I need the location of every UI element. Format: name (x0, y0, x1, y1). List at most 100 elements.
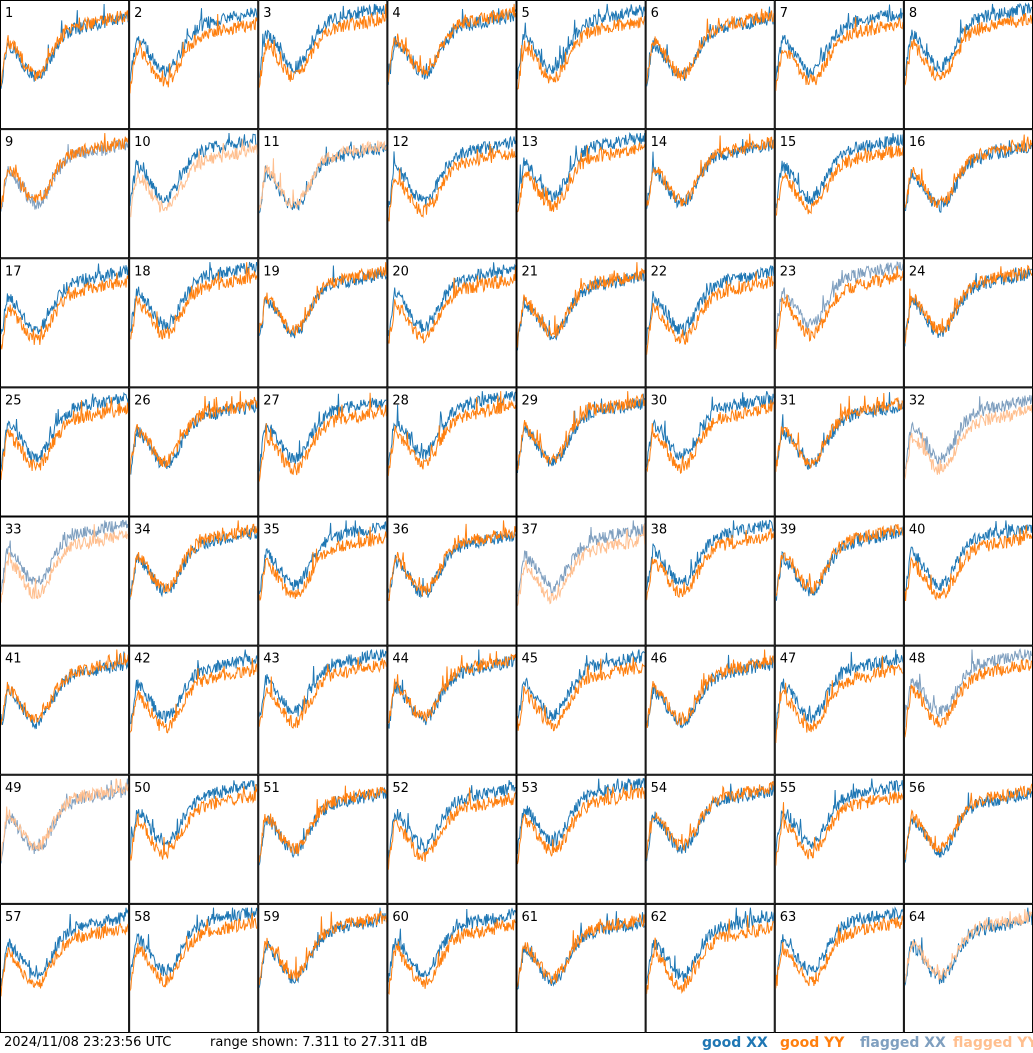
panel-14: 14 (645, 129, 775, 259)
series-yy-24 (904, 264, 1032, 344)
series-xx-32 (904, 394, 1032, 470)
series-yy-17 (1, 272, 129, 350)
series-xx-45 (517, 649, 645, 722)
panel-frame (258, 516, 388, 646)
panel-1: 1 (0, 0, 130, 130)
series-xx-33 (1, 519, 129, 593)
series-yy-46 (646, 649, 774, 728)
series-yy-16 (904, 134, 1032, 209)
panel-53: 53 (516, 774, 646, 904)
panel-frame (0, 258, 130, 388)
panel-5: 5 (516, 0, 646, 130)
series-yy-37 (517, 524, 645, 606)
series-yy-35 (259, 526, 387, 601)
panel-label: 23 (780, 264, 797, 279)
panel-41: 41 (0, 645, 130, 775)
series-xx-41 (1, 651, 129, 730)
series-yy-56 (904, 783, 1032, 861)
series-yy-10 (130, 139, 258, 218)
panel-label: 50 (134, 781, 151, 796)
panel-label: 17 (5, 264, 22, 279)
panel-34: 34 (129, 516, 259, 646)
range-label: range shown: 7.311 to 27.311 dB (210, 1035, 428, 1050)
panel-56: 56 (903, 774, 1033, 904)
panel-label: 49 (5, 781, 22, 796)
panel-29: 29 (516, 387, 646, 517)
panel-27: 27 (258, 387, 388, 517)
panel-label: 58 (134, 910, 151, 925)
series-yy-26 (130, 391, 258, 475)
panel-label: 54 (651, 781, 668, 796)
series-yy-21 (517, 262, 645, 348)
series-yy-52 (388, 787, 516, 870)
panel-8: 8 (903, 0, 1033, 130)
panel-frame (258, 0, 388, 130)
panel-40: 40 (903, 516, 1033, 646)
panel-frame (129, 774, 259, 904)
panel-35: 35 (258, 516, 388, 646)
series-yy-13 (517, 142, 645, 213)
panel-label: 20 (392, 264, 409, 279)
panel-26: 26 (129, 387, 259, 517)
series-xx-7 (775, 4, 903, 81)
panel-label: 30 (651, 393, 668, 408)
panel-label: 18 (134, 264, 151, 279)
panel-18: 18 (129, 258, 259, 388)
panel-47: 47 (774, 645, 904, 775)
panel-frame (258, 387, 388, 517)
panel-59: 59 (258, 903, 388, 1033)
panel-label: 15 (780, 135, 797, 150)
panel-23: 23 (774, 258, 904, 388)
legend-flagged-yy: flagged YY (953, 1035, 1033, 1051)
panel-label: 5 (522, 6, 530, 21)
panel-frame (0, 903, 130, 1033)
series-xx-20 (388, 262, 516, 337)
panel-43: 43 (258, 645, 388, 775)
footer: 2024/11/08 23:23:56 UTC range shown: 7.3… (0, 1033, 1033, 1053)
legend-good-xx: good XX (702, 1035, 768, 1051)
series-xx-27 (259, 393, 387, 472)
series-yy-18 (130, 262, 258, 340)
panel-label: 16 (909, 135, 926, 150)
series-xx-25 (1, 391, 129, 470)
panel-label: 35 (263, 523, 280, 538)
panel-label: 13 (522, 135, 539, 150)
panel-frame (516, 645, 646, 775)
panel-label: 56 (909, 781, 926, 796)
panel-55: 55 (774, 774, 904, 904)
panel-12: 12 (387, 129, 517, 259)
series-yy-53 (517, 784, 645, 865)
panel-label: 55 (780, 781, 797, 796)
panel-label: 43 (263, 652, 280, 667)
series-yy-50 (130, 784, 258, 861)
series-yy-48 (904, 659, 1032, 738)
series-yy-58 (130, 912, 258, 991)
series-xx-19 (259, 265, 387, 339)
panel-label: 24 (909, 264, 926, 279)
panel-label: 2 (134, 6, 142, 21)
panel-label: 3 (263, 6, 271, 21)
panel-label: 41 (5, 652, 22, 667)
panel-label: 38 (651, 523, 668, 538)
series-xx-57 (1, 907, 129, 987)
panel-label: 46 (651, 652, 668, 667)
panel-49: 49 (0, 774, 130, 904)
panel-label: 10 (134, 135, 151, 150)
series-yy-5 (517, 15, 645, 90)
panel-38: 38 (645, 516, 775, 646)
series-yy-6 (646, 8, 774, 84)
panel-label: 57 (5, 910, 22, 925)
panel-48: 48 (903, 645, 1033, 775)
series-xx-58 (130, 907, 258, 981)
series-yy-59 (259, 911, 387, 986)
panel-15: 15 (774, 129, 904, 259)
panel-label: 6 (651, 6, 659, 21)
panel-label: 62 (651, 910, 668, 925)
series-xx-29 (517, 393, 645, 474)
panel-31: 31 (774, 387, 904, 517)
series-xx-55 (775, 778, 903, 856)
series-xx-14 (646, 138, 774, 210)
panel-label: 52 (392, 781, 409, 796)
panel-label: 8 (909, 6, 917, 21)
panel-frame (387, 129, 517, 259)
